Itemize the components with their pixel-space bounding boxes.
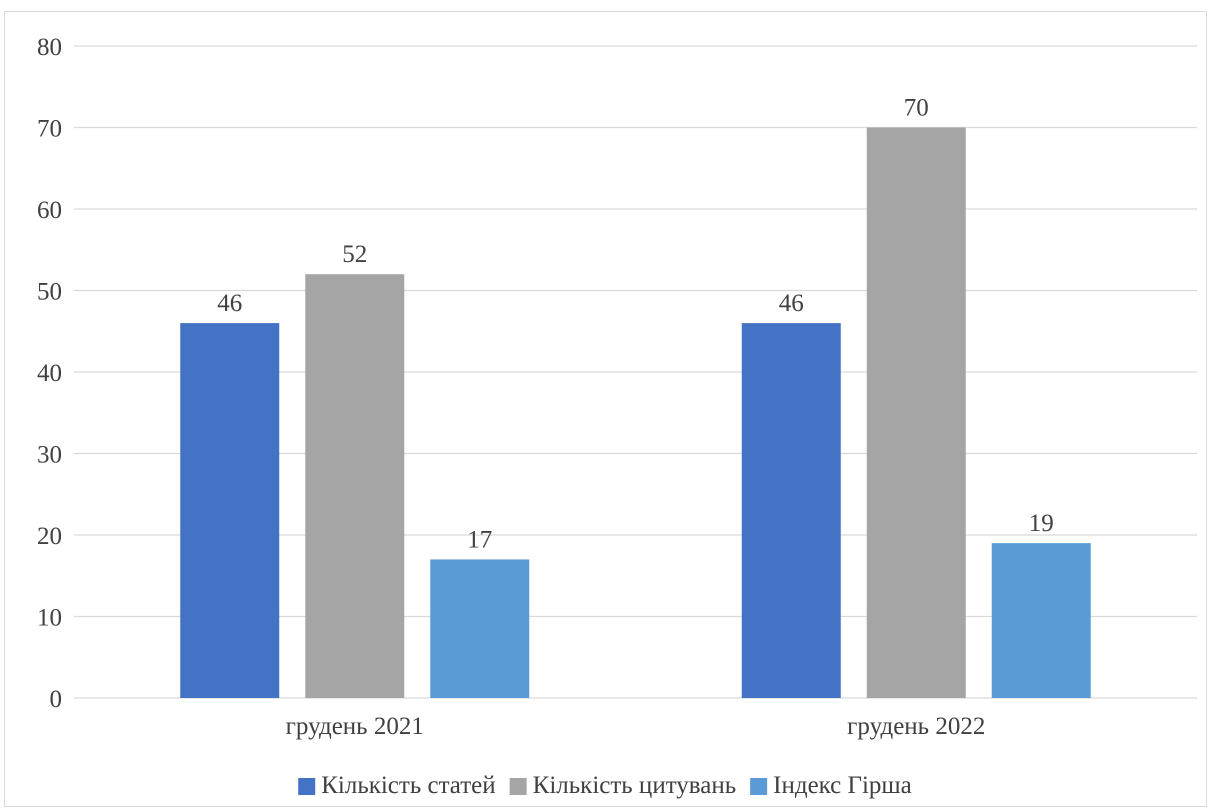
data-label-1-3: 17 xyxy=(467,526,492,553)
legend-swatch-1 xyxy=(298,778,316,795)
legend-label-2: Кількість цитувань xyxy=(533,772,736,799)
bar-1-3 xyxy=(430,559,530,698)
legend-label-1: Кількість статей xyxy=(321,772,495,799)
x-category-label-2: грудень 2022 xyxy=(847,713,985,740)
y-tick-label-80: 80 xyxy=(37,34,62,61)
y-tick-label-40: 40 xyxy=(37,360,62,387)
x-axis-categories: грудень 2021 грудень 2022 xyxy=(286,713,986,740)
data-label-2-2: 70 xyxy=(904,95,929,122)
data-label-2-3: 19 xyxy=(1029,510,1054,537)
bar-1-2 xyxy=(305,274,405,698)
data-label-2-1: 46 xyxy=(779,290,804,317)
y-tick-label-20: 20 xyxy=(37,523,62,550)
y-tick-label-50: 50 xyxy=(37,279,62,306)
y-tick-label-70: 70 xyxy=(37,116,62,143)
bars xyxy=(180,127,1091,698)
legend-item-2: Кількість цитувань xyxy=(509,772,736,799)
bar-1-1 xyxy=(180,323,280,698)
legend-swatch-3 xyxy=(750,778,768,795)
y-tick-label-0: 0 xyxy=(50,686,63,713)
y-tick-label-60: 60 xyxy=(37,197,62,224)
y-tick-label-30: 30 xyxy=(37,442,62,469)
y-tick-label-10: 10 xyxy=(37,605,62,632)
legend-item-1: Кількість статей xyxy=(298,772,496,799)
x-category-label-1: грудень 2021 xyxy=(286,713,424,740)
data-label-1-1: 46 xyxy=(217,290,242,317)
bar-2-2 xyxy=(866,127,966,698)
data-labels: 46 52 17 46 70 19 xyxy=(217,95,1054,554)
bar-2-3 xyxy=(991,543,1091,698)
legend-swatch-2 xyxy=(509,778,527,795)
legend-item-3: Індекс Гірша xyxy=(750,772,912,799)
bar-2-1 xyxy=(741,323,841,698)
y-axis-ticks: 0 10 20 30 40 50 60 70 80 xyxy=(37,34,62,713)
legend-label-3: Індекс Гірша xyxy=(773,772,912,799)
data-label-1-2: 52 xyxy=(342,241,367,268)
legend: Кількість статей Кількість цитувань Індекс… xyxy=(298,772,912,799)
